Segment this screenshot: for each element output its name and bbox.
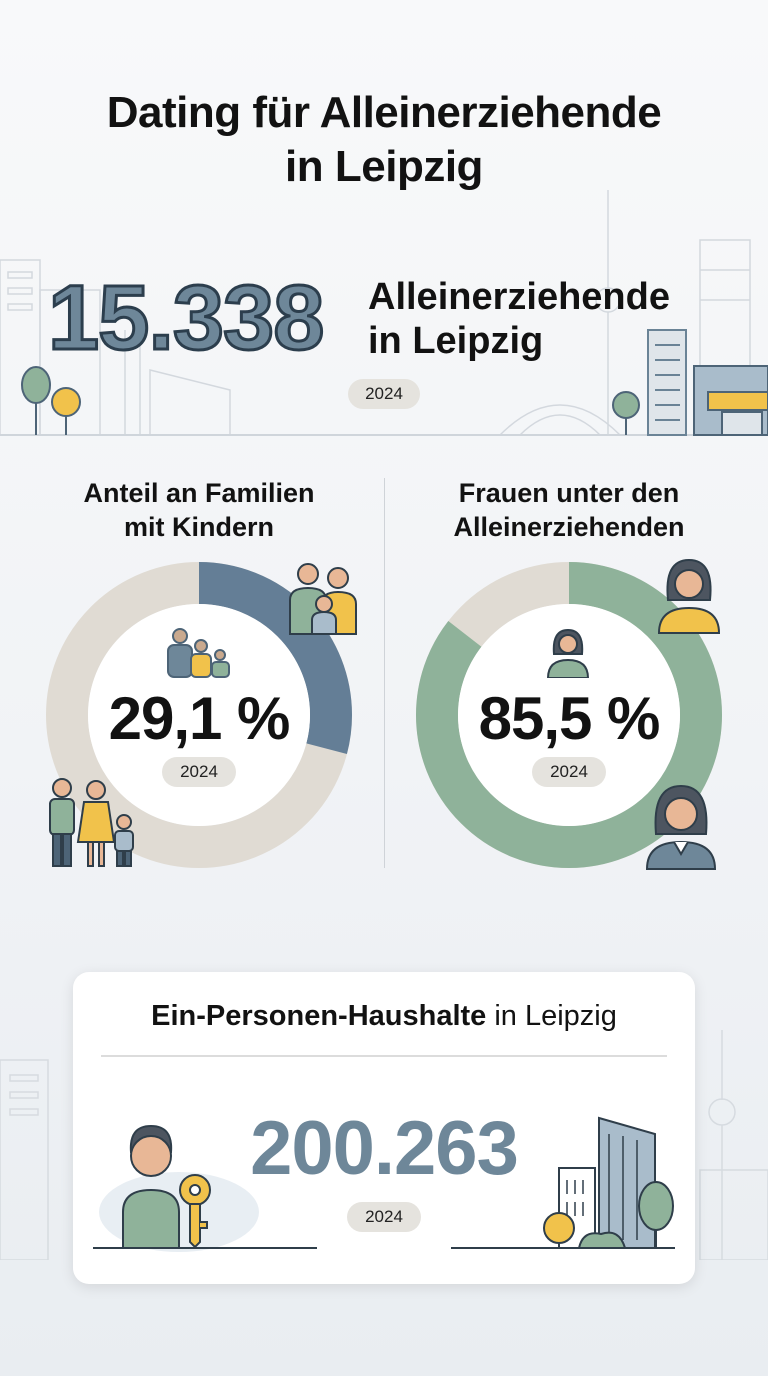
hero-label-line-2: in Leipzig: [368, 320, 544, 362]
hero-number: 15.338: [46, 267, 325, 370]
households-title-rest: in Leipzig: [486, 1000, 617, 1032]
donut-value-arc: [46, 562, 352, 868]
stat-1-donut: [46, 562, 352, 868]
woman-icon: [546, 628, 590, 678]
skyline-top-illustration: [0, 190, 768, 436]
page-title: Dating für Alleinerziehende in Leipzig: [0, 86, 768, 194]
woman-icon: [645, 784, 717, 870]
card-divider: [101, 1055, 667, 1057]
woman-icon: [657, 558, 721, 634]
donut-center: [458, 604, 680, 826]
households-year-badge: 2024: [347, 1202, 421, 1232]
households-card: Ein-Personen-Haushalte in Leipzig 200.26…: [73, 972, 695, 1284]
stat-1-title-line-1: Anteil an Familien: [83, 478, 315, 508]
donut-center: [88, 604, 310, 826]
skyline-bottom-illustration: [0, 1030, 768, 1260]
households-number: 200.263: [250, 1106, 519, 1191]
family-icon: [49, 778, 134, 867]
stat-2-title-line-2: Alleinerziehenden: [453, 512, 685, 542]
households-title: Ein-Personen-Haushalte in Leipzig: [73, 998, 695, 1034]
person-with-key-illustration: [93, 1124, 317, 1252]
hero-year-badge: 2024: [348, 379, 420, 409]
stat-1-value: 29,1 %: [108, 685, 291, 752]
tree-icon: [21, 366, 640, 435]
stat-2-donut: [416, 562, 722, 868]
hero-label-line-1: Alleinerziehende: [368, 276, 670, 318]
title-line-1: Dating für Alleinerziehende: [106, 88, 662, 137]
stat-1-year-badge: 2024: [162, 757, 236, 787]
donut-value-arc: [416, 562, 722, 868]
family-icon: [289, 563, 357, 635]
hero-label: Alleinerziehende in Leipzig: [368, 275, 670, 363]
stat-1-title-line-2: mit Kindern: [123, 512, 274, 542]
column-divider: [384, 478, 385, 868]
title-line-2: in Leipzig: [285, 142, 483, 191]
stat-2-value: 85,5 %: [478, 685, 661, 752]
key-icon: [179, 1174, 211, 1249]
stat-2-title-line-1: Frauen unter den: [458, 478, 680, 508]
person-icon: [122, 1124, 180, 1249]
households-title-bold: Ein-Personen-Haushalte: [151, 1000, 487, 1032]
buildings-icon: [451, 1116, 675, 1249]
stat-2-title: Frauen unter den Alleinerziehenden: [410, 476, 728, 544]
family-icon: [167, 628, 230, 678]
stat-1-title: Anteil an Familien mit Kindern: [40, 476, 358, 544]
stat-2-year-badge: 2024: [532, 757, 606, 787]
